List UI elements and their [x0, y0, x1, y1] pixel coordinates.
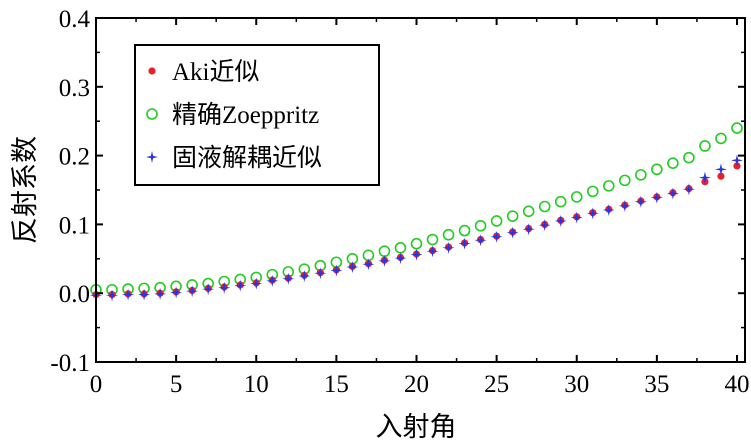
data-point-star: [714, 163, 727, 176]
data-point-star: [186, 285, 199, 298]
data-point-circle: [410, 237, 423, 250]
data-point-circle: [490, 215, 503, 227]
y-tick-label: 0.0: [59, 281, 90, 308]
data-point-star: [618, 199, 631, 212]
legend-label: 精确Zoeppritz: [172, 101, 319, 129]
data-point-circle: [731, 122, 743, 134]
data-point-star: [522, 223, 535, 236]
data-point-star: [362, 258, 375, 271]
data-point-star: [458, 237, 471, 250]
data-point-star: [698, 171, 711, 184]
data-point-circle: [378, 245, 391, 258]
data-point-star: [138, 288, 151, 301]
data-point-star: [314, 267, 327, 280]
data-point-circle: [570, 191, 583, 203]
data-point-star: [682, 183, 695, 196]
data-point-star: [490, 230, 503, 243]
data-point-circle: [458, 224, 471, 237]
data-point-star: [330, 264, 343, 277]
y-tick-label: 0.3: [59, 75, 90, 102]
data-point-star: [170, 286, 183, 299]
data-point-star: [442, 241, 455, 254]
data-point-circle: [667, 157, 679, 169]
data-point-star: [730, 154, 743, 167]
x-tick-label: 0: [90, 371, 103, 398]
data-point-star: [570, 211, 583, 224]
x-tick-label: 25: [484, 371, 509, 398]
data-point-star: [154, 287, 167, 300]
legend-marker-star: [146, 151, 158, 163]
data-point-star: [538, 219, 551, 232]
data-point-dot: [717, 172, 725, 180]
x-tick-label: 40: [724, 371, 749, 398]
data-point-star: [410, 248, 423, 261]
data-point-circle: [506, 210, 519, 222]
x-tick-label: 30: [564, 371, 589, 398]
data-point-star: [106, 289, 119, 302]
data-point-star: [282, 272, 295, 285]
data-point-star: [474, 234, 487, 247]
legend-box: [134, 44, 380, 186]
data-point-circle: [619, 174, 631, 187]
data-point-star: [266, 274, 279, 287]
data-point-star: [298, 270, 311, 282]
data-point-star: [426, 245, 439, 258]
x-tick-label: 15: [324, 371, 349, 398]
x-tick-label: 35: [644, 371, 669, 398]
y-tick-label: 0.1: [59, 212, 90, 239]
data-point-circle: [635, 169, 647, 181]
data-point-circle: [651, 163, 663, 176]
data-point-circle: [442, 228, 455, 241]
data-point-star: [666, 187, 679, 200]
data-point-star: [586, 207, 599, 220]
data-point-star: [394, 252, 407, 265]
x-tick-label: 5: [170, 371, 183, 398]
legend-label: 固液解耦近似: [172, 144, 322, 172]
data-point-star: [378, 254, 391, 267]
data-point-star: [634, 195, 647, 208]
data-point-star: [554, 214, 567, 227]
data-point-circle: [683, 151, 695, 164]
x-axis-label: 入射角: [376, 412, 457, 442]
data-point-star: [202, 283, 215, 296]
data-point-circle: [602, 180, 615, 192]
y-tick-label: 0.2: [59, 144, 90, 171]
axes: 0 5 10 15 20 25 30 35 40 -0.1 0.0 0.1 0.2 0.3 0.4: [50, 6, 749, 398]
data-point-star: [650, 191, 663, 204]
y-axis-label: 反射系数: [10, 136, 41, 244]
y-tick-label: 0.4: [59, 6, 91, 33]
data-point-star: [346, 261, 359, 274]
data-point-circle: [715, 132, 727, 145]
data-point-circle: [554, 195, 567, 208]
legend-marker-circle: [146, 108, 158, 120]
data-point-circle: [522, 205, 535, 218]
data-point-star: [602, 203, 615, 216]
data-point-star: [234, 279, 247, 292]
y-tick-label: -0.1: [50, 350, 90, 377]
data-point-circle: [538, 200, 551, 213]
x-tick-label: 20: [404, 371, 429, 398]
data-point-star: [250, 277, 263, 290]
x-tick-label: 10: [244, 371, 269, 398]
data-point-circle: [699, 140, 711, 152]
data-point-star: [122, 288, 135, 301]
data-point-star: [506, 226, 519, 239]
legend-marker-dot: [148, 67, 156, 75]
data-point-star: [218, 281, 231, 294]
data-point-circle: [426, 233, 439, 246]
data-point-circle: [474, 219, 487, 232]
legend-label: Aki近似: [172, 58, 260, 86]
data-point-circle: [586, 185, 599, 198]
data-point-circle: [394, 241, 407, 254]
